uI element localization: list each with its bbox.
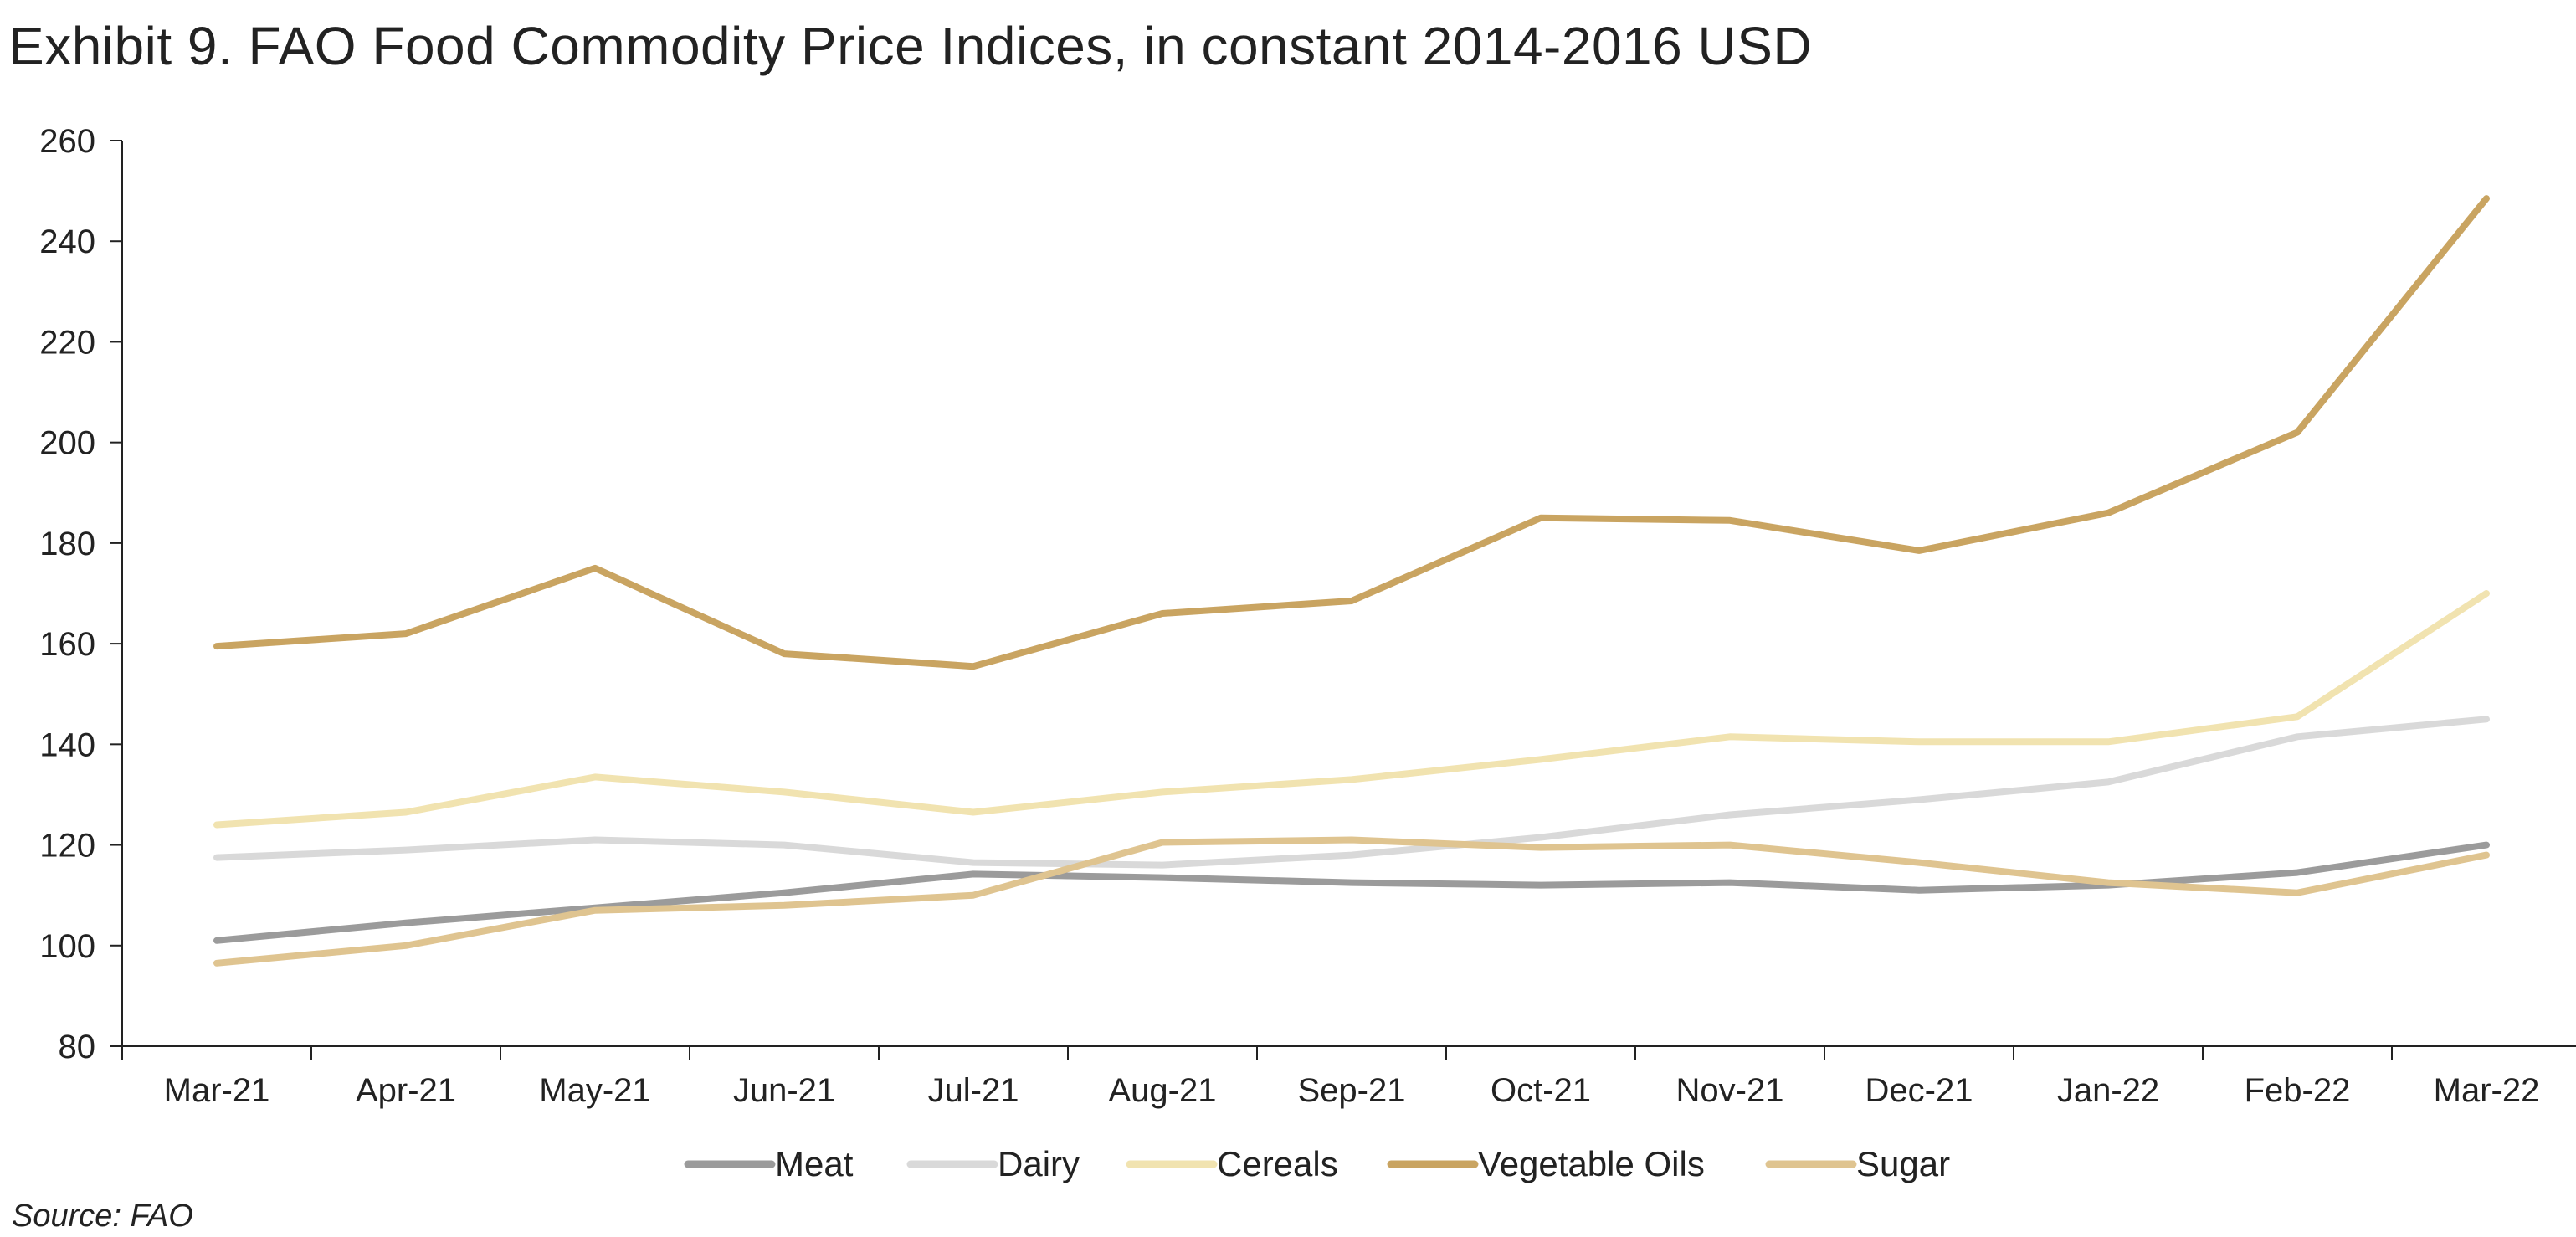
legend-label-dairy: Dairy	[998, 1144, 1080, 1183]
series-line-dairy	[213, 716, 2490, 869]
x-tick-label-May-21: May-21	[539, 1072, 650, 1109]
legend-label-cereals: Cereals	[1217, 1144, 1338, 1183]
y-tick-label-140: 140	[39, 726, 95, 763]
series-line-vegetable-oils	[213, 195, 2490, 670]
x-tick-label-Oct-21: Oct-21	[1491, 1072, 1591, 1109]
y-tick-label-220: 220	[39, 324, 95, 361]
y-tick-label-120: 120	[39, 828, 95, 865]
series-line-sugar	[213, 836, 2490, 967]
y-tick-label-240: 240	[39, 223, 95, 260]
x-tick-label-Nov-21: Nov-21	[1676, 1072, 1784, 1109]
x-tick-label-Sep-21: Sep-21	[1298, 1072, 1406, 1109]
y-tick-label-160: 160	[39, 626, 95, 663]
x-tick-label-Feb-22: Feb-22	[2245, 1072, 2351, 1109]
series-line-meat	[213, 841, 2490, 944]
legend-label-sugar: Sugar	[1856, 1144, 1950, 1183]
x-tick-label-Dec-21: Dec-21	[1865, 1072, 1973, 1109]
series-line-cereals	[213, 590, 2490, 829]
x-tick-label-Jul-21: Jul-21	[928, 1072, 1019, 1109]
series-lines	[213, 195, 2490, 967]
x-tick-label-Mar-22: Mar-22	[2434, 1072, 2540, 1109]
x-tick-label-Apr-21: Apr-21	[356, 1072, 456, 1109]
y-tick-label-200: 200	[39, 425, 95, 462]
chart-title: Exhibit 9. FAO Food Commodity Price Indi…	[8, 16, 1813, 76]
x-tick-label-Aug-21: Aug-21	[1109, 1072, 1217, 1109]
legend-label-vegetable-oils: Vegetable Oils	[1478, 1144, 1705, 1183]
y-tick-label-260: 260	[39, 123, 95, 160]
axes: 80 100 120 140 160 180 200 220 240 260 Mar-21 Apr-2…	[39, 123, 2576, 1109]
source-note: Source: FAO	[12, 1199, 193, 1234]
x-tick-label-Mar-21: Mar-21	[164, 1072, 270, 1109]
y-tick-label-80: 80	[59, 1029, 96, 1065]
legend: Meat Dairy Cereals Vegetable Oils Sugar	[684, 1144, 1950, 1183]
x-tick-label-Jun-21: Jun-21	[733, 1072, 835, 1109]
x-tick-label-Jan-22: Jan-22	[2057, 1072, 2159, 1109]
y-tick-label-100: 100	[39, 928, 95, 965]
y-tick-label-180: 180	[39, 526, 95, 562]
legend-label-meat: Meat	[775, 1144, 854, 1183]
